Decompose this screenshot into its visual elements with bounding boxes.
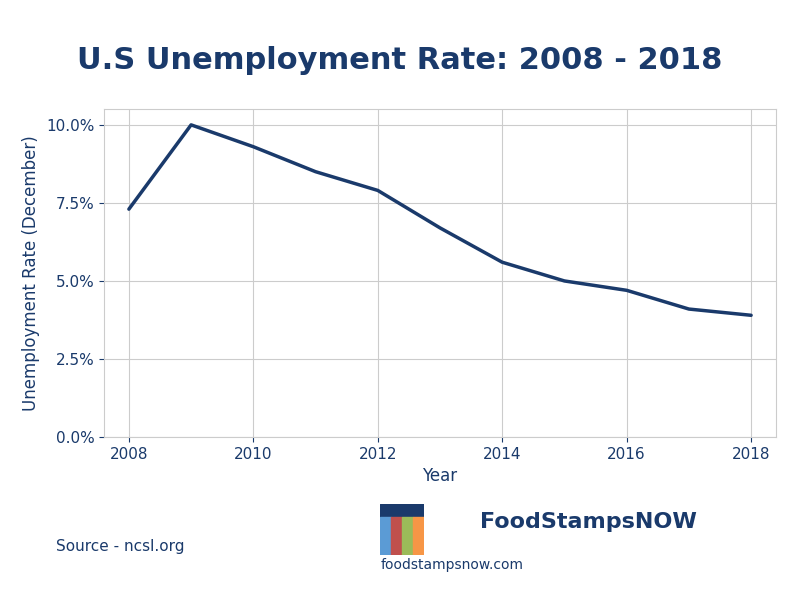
Bar xyxy=(391,517,402,555)
Text: FoodStampsNOW: FoodStampsNOW xyxy=(480,512,697,532)
Bar xyxy=(413,517,424,555)
X-axis label: Year: Year xyxy=(422,467,458,486)
Text: Source - ncsl.org: Source - ncsl.org xyxy=(56,539,185,554)
Bar xyxy=(380,517,391,555)
Bar xyxy=(402,517,413,555)
Text: U.S Unemployment Rate: 2008 - 2018: U.S Unemployment Rate: 2008 - 2018 xyxy=(78,46,722,75)
Text: foodstampsnow.com: foodstampsnow.com xyxy=(381,557,523,572)
Y-axis label: Unemployment Rate (December): Unemployment Rate (December) xyxy=(22,135,40,411)
Bar xyxy=(380,504,424,517)
